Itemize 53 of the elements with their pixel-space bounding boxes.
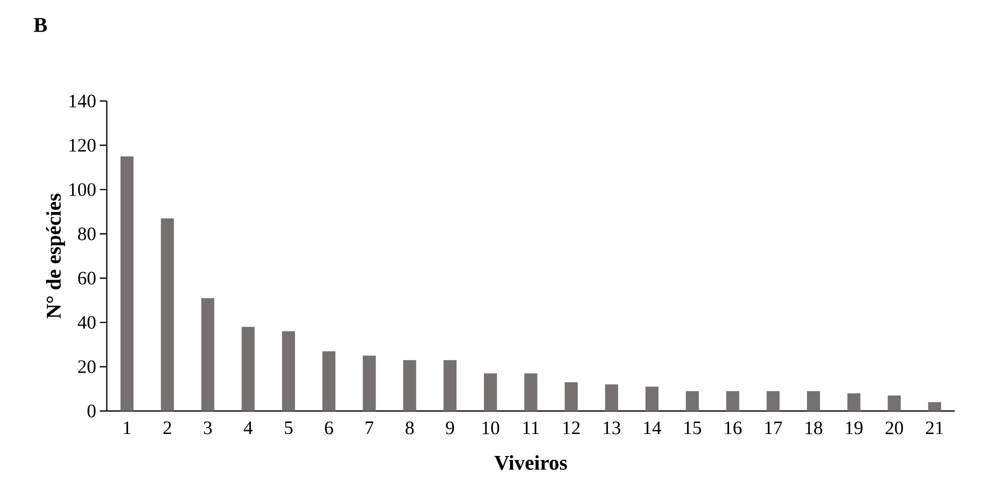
x-tick-label: 2 xyxy=(163,422,172,434)
x-tick-label: 21 xyxy=(926,422,943,434)
bar xyxy=(282,331,296,411)
x-tick-label: 7 xyxy=(366,422,374,434)
y-tick-label: 100 xyxy=(70,183,96,196)
bar xyxy=(120,156,134,411)
bar xyxy=(928,402,942,411)
bar xyxy=(403,360,416,411)
x-tick-label: 10 xyxy=(482,422,500,434)
y-tick-label: 120 xyxy=(70,138,96,152)
y-axis-title: N° de espécies xyxy=(46,194,66,318)
x-tick-label: 11 xyxy=(523,422,539,434)
y-tick-label: 80 xyxy=(78,227,96,240)
y-tick-label: 0 xyxy=(88,404,96,418)
bar xyxy=(322,351,336,411)
bar xyxy=(201,298,214,411)
bar xyxy=(564,382,578,411)
x-tick-label: 9 xyxy=(446,422,454,434)
bar xyxy=(524,373,538,411)
bar xyxy=(645,386,658,411)
x-tick-label: 5 xyxy=(284,422,293,434)
x-tick-label: 6 xyxy=(324,422,334,434)
bar xyxy=(686,391,699,411)
y-tick-label: 20 xyxy=(78,360,96,374)
x-tick-label: 17 xyxy=(765,422,782,434)
x-tick-label: 19 xyxy=(846,422,863,434)
bar xyxy=(766,391,780,411)
bar xyxy=(605,384,618,411)
bar xyxy=(242,326,255,411)
x-tick-label: 15 xyxy=(684,422,702,434)
bar xyxy=(444,360,457,411)
x-tick-label: 14 xyxy=(644,422,662,434)
x-tick-label: 20 xyxy=(886,422,903,434)
y-tick-label: 40 xyxy=(78,316,96,329)
x-tick-label: 13 xyxy=(604,422,620,434)
x-tick-label: 16 xyxy=(724,422,742,434)
x-tick-label: 8 xyxy=(406,422,414,434)
x-tick-label: 12 xyxy=(563,422,580,434)
chart-title: B xyxy=(34,18,47,32)
bar xyxy=(847,393,860,411)
bar xyxy=(484,373,497,411)
x-tick-label: 1 xyxy=(124,422,131,434)
bar xyxy=(888,396,901,411)
y-tick-label: 60 xyxy=(78,272,96,285)
bar xyxy=(726,391,740,411)
x-tick-label: 18 xyxy=(806,422,822,434)
bar xyxy=(160,218,174,411)
x-tick-label: 3 xyxy=(204,422,212,434)
x-tick-label: 4 xyxy=(244,422,253,434)
x-axis-title: Viveiros xyxy=(494,455,567,470)
bar xyxy=(362,356,376,411)
y-tick-label: 140 xyxy=(70,94,96,108)
bar xyxy=(806,391,820,411)
